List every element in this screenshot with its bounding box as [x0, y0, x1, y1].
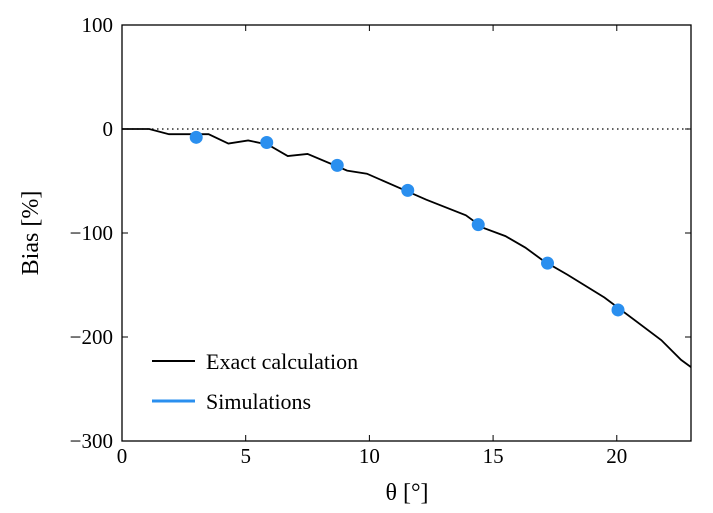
y-tick-label: 0	[103, 117, 114, 141]
y-tick-label: −100	[70, 221, 113, 245]
y-axis-label: Bias [%]	[18, 191, 44, 276]
y-tick-label: 100	[82, 13, 114, 37]
y-tick-label: −300	[70, 429, 113, 453]
simulation-point	[401, 183, 415, 197]
simulation-point	[471, 218, 485, 232]
x-tick-label: 20	[606, 444, 627, 468]
simulation-point	[541, 256, 555, 270]
legend: Exact calculation Simulations	[152, 349, 358, 414]
legend-label-simulations: Simulations	[206, 389, 311, 414]
legend-label-exact: Exact calculation	[206, 349, 358, 374]
exact-calculation-line	[122, 128, 692, 368]
x-tick-label: 15	[483, 444, 504, 468]
simulation-point	[330, 158, 344, 172]
simulation-point	[260, 136, 274, 150]
simulation-point	[611, 303, 625, 317]
y-tick-label: −200	[70, 325, 113, 349]
plot-frame	[121, 24, 692, 442]
x-tick-label: 0	[117, 444, 128, 468]
x-tick-label: 5	[240, 444, 251, 468]
x-tick-label: 10	[359, 444, 380, 468]
x-axis-label: θ [°]	[385, 480, 428, 506]
simulation-point	[189, 130, 203, 144]
